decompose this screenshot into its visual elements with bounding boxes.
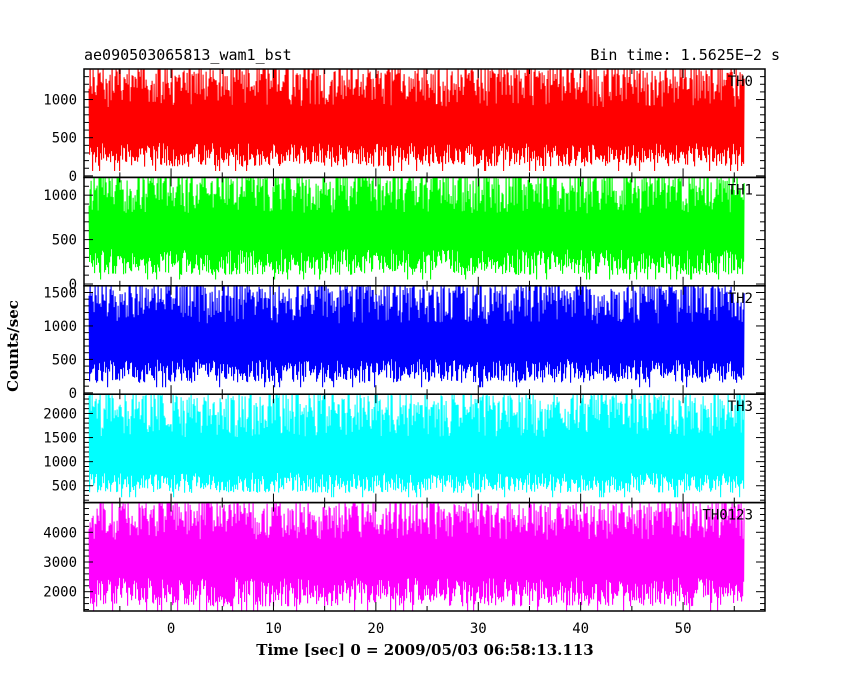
y-axis-title: Counts/sec	[4, 300, 22, 392]
x-axis: 0 10 20 30 40 50	[167, 621, 692, 637]
y-tick-label: 1000	[43, 188, 77, 204]
series-line-th1	[88, 177, 745, 280]
y-tick-label: 1000	[43, 319, 77, 335]
panel-label-th1: TH1	[728, 182, 753, 198]
series-line-th3	[88, 394, 745, 498]
y-tick-label: 500	[52, 131, 77, 147]
y-tick-label: 0	[69, 277, 77, 293]
y-tick-label: 0	[69, 386, 77, 402]
x-tick-label: 20	[367, 621, 384, 637]
y-tick-label: 500	[52, 352, 77, 368]
panel-label-th3: TH3	[728, 399, 753, 415]
panel-label-th0123: TH0123	[702, 508, 753, 524]
x-tick-label: 10	[265, 621, 282, 637]
y-tick-label: 1500	[43, 285, 77, 301]
y-tick-label: 4000	[43, 525, 77, 541]
y-tick-label: 2000	[43, 406, 77, 422]
panels-group: 0 500 1000 TH0 0 500 1000 TH1 0 500 1000 1500 TH2 500…	[43, 68, 766, 612]
x-tick-label: 50	[675, 621, 692, 637]
y-tick-label: 1000	[43, 93, 77, 109]
panel-th1: 0 500 1000 TH1	[43, 176, 766, 293]
panel-th2: 0 500 1000 1500 TH2	[43, 285, 766, 402]
y-tick-label: 500	[52, 233, 77, 249]
series-line-th2	[88, 285, 745, 388]
panel-label-th0: TH0	[728, 74, 753, 90]
panel-th0123: 2000 3000 4000 TH0123	[43, 501, 766, 612]
y-tick-label: 3000	[43, 555, 77, 571]
x-tick-label: 30	[470, 621, 487, 637]
y-tick-label: 500	[52, 479, 77, 495]
panel-th3: 500 1000 1500 2000 TH3	[43, 393, 766, 504]
x-tick-label: 0	[167, 621, 175, 637]
panel-th0: 0 500 1000 TH0	[43, 68, 766, 185]
y-tick-label: 2000	[43, 585, 77, 601]
chart-title-right: Bin time: 1.5625E−2 s	[590, 46, 780, 64]
x-tick-label: 40	[572, 621, 589, 637]
y-tick-label: 0	[69, 169, 77, 185]
x-axis-title: Time [sec] 0 = 2009/05/03 06:58:13.113	[256, 641, 593, 659]
panel-label-th2: TH2	[728, 291, 753, 307]
series-line-th0	[88, 69, 745, 172]
y-tick-label: 1500	[43, 431, 77, 447]
y-tick-label: 1000	[43, 455, 77, 471]
chart-title-left: ae090503065813_wam1_bst	[84, 46, 292, 64]
series-line-th0123	[88, 502, 745, 611]
panel-frame	[83, 501, 766, 612]
